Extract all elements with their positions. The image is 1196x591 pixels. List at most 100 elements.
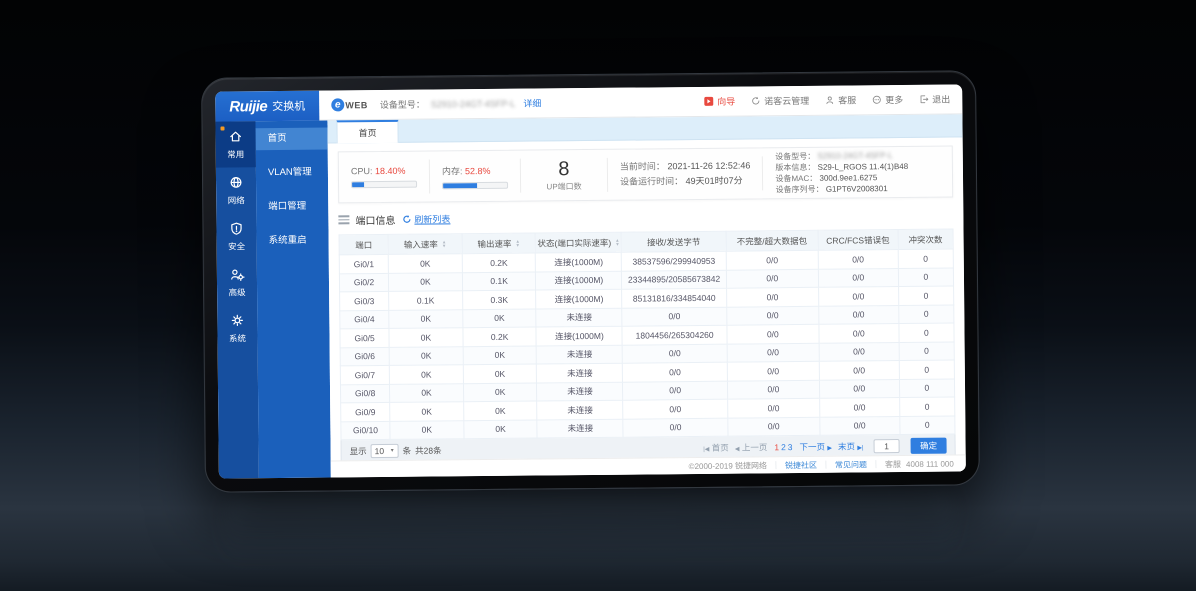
table-cell: 0/0	[727, 398, 820, 418]
eweb-label: WEB	[345, 99, 368, 110]
current-time-value: 2021-11-26 12:52:46	[667, 160, 751, 172]
goto-page-input[interactable]	[873, 438, 900, 453]
page-size-select[interactable]: 10 ▼	[370, 443, 399, 458]
column-header-3[interactable]: 输出速率 ▲ ▼	[461, 233, 536, 254]
top-actions: 向导 诺客云管理 客服 更多 退出	[703, 93, 950, 108]
tab-home[interactable]: 首页	[336, 119, 399, 144]
column-header-4[interactable]: 状态(端口实际速率) ▲ ▼	[535, 232, 622, 254]
column-label: 冲突次数	[908, 234, 943, 245]
table-cell: 0K	[389, 346, 464, 366]
table-cell: 0	[898, 360, 955, 380]
table-cell: 0K	[388, 253, 463, 273]
logout-icon	[918, 94, 929, 105]
top-header: Ruijie 交换机 e WEB 设备型号： S2910-24GT-4SFP-L…	[215, 84, 963, 122]
column-header-6: 不完整/超大数据包	[725, 230, 819, 252]
copyright-text: ©2000-2019 锐捷网络	[688, 460, 768, 471]
table-cell: 0	[899, 415, 955, 435]
table-cell: 0/0	[819, 360, 900, 380]
cloud-manage-icon	[750, 95, 761, 106]
table-cell: 0K	[462, 308, 537, 328]
cpu-label: CPU:	[350, 166, 373, 177]
table-cell: 0	[897, 249, 954, 269]
service-label: 客服	[884, 459, 902, 469]
mac-label: 设备MAC：	[775, 173, 818, 184]
table-cell: 0.2K	[462, 327, 537, 347]
table-cell: 0/0	[726, 268, 819, 289]
mac-value: 300d.9ee1.6275	[819, 173, 878, 183]
table-cell: 0K	[389, 364, 464, 384]
support-icon	[824, 95, 835, 106]
device-frame: Ruijie 交换机 e WEB 设备型号： S2910-24GT-4SFP-L…	[201, 70, 980, 493]
device-info: 设备型号： S2910-24GT-4SFP-L 版本信息： S29-L_RGOS…	[763, 150, 920, 196]
first-page-button[interactable]: |◀ 首页	[703, 442, 729, 453]
top-action-label: 退出	[932, 94, 951, 105]
top-action-4[interactable]: 更多	[871, 93, 903, 106]
list-icon	[338, 215, 350, 225]
refresh-list-link[interactable]: 刷新列表	[401, 212, 450, 225]
main-area: 首页 CPU: 18.40%	[327, 114, 966, 478]
uptime-label: 设备运行时间：	[619, 176, 684, 187]
top-action-2[interactable]: 诺客云管理	[750, 94, 809, 108]
table-cell: Gi0/4	[339, 309, 390, 329]
column-header-5: 接收/发送字节	[621, 231, 726, 253]
topbar: e WEB 设备型号： S2910-24GT-4SFP-L 详细 向导 诺客云管理…	[319, 84, 963, 121]
model-label: 设备型号：	[775, 151, 816, 162]
page-number-3[interactable]: 3	[787, 441, 793, 452]
unit-label: 条	[402, 445, 412, 456]
footer-link-faq[interactable]: 常见问题	[834, 459, 868, 470]
column-header-2[interactable]: 输入速率 ▲ ▼	[388, 233, 463, 255]
sidebar-item-3[interactable]: 安全	[216, 213, 256, 259]
sort-icon[interactable]: ▲ ▼	[441, 239, 447, 249]
sidebar-item-1[interactable]: 常用	[215, 121, 256, 168]
table-cell: 0/0	[818, 286, 899, 306]
top-action-5[interactable]: 退出	[918, 93, 950, 106]
device-model-value: S2910-24GT-4SFP-L	[430, 98, 516, 110]
confirm-button[interactable]: 确定	[910, 437, 947, 454]
table-cell: 0/0	[726, 324, 819, 344]
sidebar-item-4[interactable]: 高级	[217, 259, 257, 305]
table-cell: 0K	[389, 383, 464, 403]
table-cell: 0/0	[819, 416, 900, 436]
table-cell: 0	[899, 397, 955, 417]
last-page-button[interactable]: 末页 ▶|	[837, 440, 864, 452]
table-cell: 1804456/265304260	[622, 325, 727, 345]
table-header-bar: 端口信息 刷新列表	[338, 207, 953, 228]
content-area: CPU: 18.40% 内存: 52.8%	[328, 137, 966, 463]
memory-value: 52.8%	[464, 165, 491, 176]
sort-icon[interactable]: ▲ ▼	[515, 238, 521, 248]
table-cell: 0/0	[622, 306, 727, 327]
table-cell: 0K	[389, 327, 463, 347]
table-cell: 未连接	[536, 381, 624, 402]
footer-separator: ｜	[871, 459, 881, 469]
cpu-bar-fill	[352, 182, 364, 188]
table-cell: 0/0	[622, 380, 728, 401]
submenu-item-4[interactable]: 系统重启	[268, 234, 307, 247]
table-cell: Gi0/6	[340, 346, 390, 366]
table-cell: Gi0/9	[340, 402, 390, 422]
table-cell: 0/0	[727, 379, 820, 400]
table-cell: 连接(1000M)	[535, 270, 622, 291]
table-cell: 未连接	[536, 307, 623, 328]
detail-link[interactable]: 详细	[523, 98, 542, 109]
sidebar-item-5[interactable]: 系统	[217, 305, 257, 351]
submenu-item-2[interactable]: VLAN管理	[267, 166, 312, 179]
footer-link-community[interactable]: 锐捷社区	[784, 460, 818, 470]
column-header-8: 冲突次数	[897, 229, 954, 250]
topbar-spacer	[547, 101, 697, 102]
table-cell: 0/0	[725, 250, 819, 270]
table-cell: Gi0/8	[340, 383, 390, 403]
top-action-1[interactable]: 向导	[703, 95, 735, 108]
cpu-stat: CPU: 18.40%	[339, 166, 429, 189]
next-page-button[interactable]: 下一页 ▶	[799, 441, 833, 452]
submenu-item-1[interactable]: 首页	[255, 127, 328, 151]
prev-page-button[interactable]: ◀ 上一页	[734, 441, 768, 453]
advanced-icon	[229, 266, 245, 284]
top-action-3[interactable]: 客服	[824, 93, 856, 106]
column-label: 接收/发送字节	[646, 236, 701, 247]
table-cell: 0/0	[726, 305, 819, 326]
sort-icon[interactable]: ▲ ▼	[615, 237, 620, 248]
active-indicator-dot	[220, 126, 225, 131]
table-cell: 0/0	[623, 399, 728, 419]
submenu-item-3[interactable]: 端口管理	[268, 200, 307, 213]
sidebar-item-2[interactable]: 网络	[216, 167, 256, 213]
